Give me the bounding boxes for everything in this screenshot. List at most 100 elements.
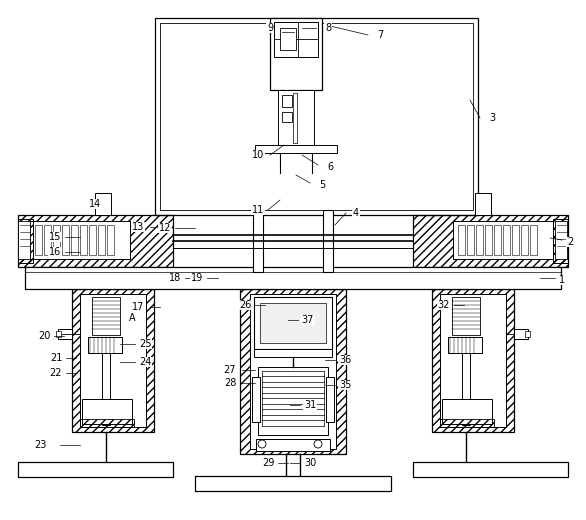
- Text: 29: 29: [262, 458, 274, 468]
- Text: 1: 1: [559, 275, 565, 285]
- Bar: [255, 145, 337, 153]
- Text: 23: 23: [34, 440, 46, 450]
- Bar: [98, 225, 105, 255]
- Text: 18: 18: [169, 273, 181, 283]
- Text: 13: 13: [132, 222, 144, 232]
- Bar: [258, 367, 328, 435]
- Bar: [553, 219, 568, 263]
- Text: 9: 9: [267, 23, 273, 33]
- Text: 24: 24: [139, 357, 151, 367]
- Bar: [92, 297, 120, 335]
- Text: 10: 10: [252, 150, 264, 160]
- Text: 37: 37: [302, 315, 314, 325]
- Bar: [530, 225, 537, 255]
- Text: 22: 22: [50, 368, 62, 378]
- Text: 2: 2: [567, 237, 573, 247]
- Bar: [82, 399, 132, 424]
- Bar: [30, 221, 130, 259]
- Text: 28: 28: [224, 378, 236, 388]
- Bar: [250, 294, 336, 449]
- Text: 4: 4: [353, 208, 359, 218]
- Bar: [95, 193, 111, 215]
- Text: 27: 27: [224, 365, 236, 375]
- Text: 21: 21: [50, 353, 62, 363]
- Bar: [274, 22, 318, 57]
- Text: 30: 30: [304, 458, 316, 468]
- Bar: [18, 219, 33, 263]
- Bar: [18, 221, 30, 259]
- Text: 3: 3: [489, 113, 495, 123]
- Bar: [56, 331, 61, 337]
- Bar: [485, 225, 492, 255]
- Bar: [503, 225, 510, 255]
- Bar: [58, 329, 72, 339]
- Bar: [254, 297, 332, 349]
- Text: 6: 6: [327, 162, 333, 172]
- Text: 35: 35: [339, 380, 351, 390]
- Text: 12: 12: [159, 223, 171, 233]
- Bar: [326, 377, 334, 422]
- Text: 32: 32: [438, 300, 450, 310]
- Text: 25: 25: [139, 339, 151, 349]
- Bar: [71, 225, 78, 255]
- Bar: [195, 476, 391, 491]
- Text: 19: 19: [191, 273, 203, 283]
- Bar: [260, 303, 326, 343]
- Bar: [475, 193, 491, 215]
- Bar: [44, 225, 51, 255]
- Bar: [278, 90, 314, 145]
- Bar: [256, 439, 330, 451]
- Bar: [467, 225, 474, 255]
- Bar: [282, 95, 292, 107]
- Text: 5: 5: [319, 180, 325, 190]
- Bar: [155, 18, 478, 215]
- Bar: [452, 297, 480, 335]
- Bar: [18, 462, 173, 477]
- Bar: [35, 225, 42, 255]
- Text: 7: 7: [377, 30, 383, 40]
- Bar: [462, 353, 470, 425]
- Bar: [102, 353, 110, 425]
- Bar: [25, 267, 561, 289]
- Bar: [458, 225, 465, 255]
- Bar: [89, 225, 96, 255]
- Text: 31: 31: [304, 400, 316, 410]
- Bar: [80, 294, 146, 427]
- Bar: [323, 210, 333, 272]
- Bar: [453, 221, 553, 259]
- Text: 8: 8: [325, 23, 331, 33]
- Bar: [521, 225, 528, 255]
- Bar: [88, 337, 122, 353]
- Text: 14: 14: [89, 199, 101, 209]
- Bar: [282, 112, 292, 122]
- Text: 16: 16: [49, 247, 61, 257]
- Text: 26: 26: [239, 300, 251, 310]
- Bar: [293, 93, 297, 143]
- Bar: [254, 349, 332, 357]
- Text: 36: 36: [339, 355, 351, 365]
- Text: 15: 15: [49, 232, 61, 242]
- Bar: [555, 221, 567, 259]
- Bar: [432, 289, 514, 432]
- Bar: [253, 210, 263, 272]
- Bar: [62, 225, 69, 255]
- Bar: [80, 225, 87, 255]
- Bar: [18, 215, 173, 267]
- Bar: [252, 377, 260, 422]
- Bar: [494, 225, 501, 255]
- Circle shape: [314, 440, 322, 448]
- Bar: [160, 23, 473, 210]
- Bar: [80, 419, 134, 427]
- Bar: [525, 331, 530, 337]
- Text: 11: 11: [252, 205, 264, 215]
- Bar: [476, 225, 483, 255]
- Bar: [448, 337, 482, 353]
- Bar: [270, 18, 322, 90]
- Bar: [440, 294, 506, 427]
- Bar: [280, 28, 296, 50]
- Text: 20: 20: [38, 331, 50, 341]
- Bar: [442, 399, 492, 424]
- Bar: [107, 225, 114, 255]
- Bar: [240, 289, 346, 454]
- Circle shape: [258, 440, 266, 448]
